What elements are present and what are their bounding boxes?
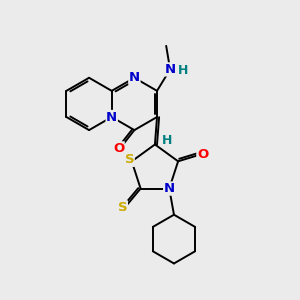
Text: S: S — [124, 153, 134, 166]
Text: S: S — [118, 201, 127, 214]
Text: O: O — [113, 142, 124, 155]
Text: O: O — [197, 148, 208, 161]
Text: H: H — [162, 134, 172, 147]
Text: H: H — [177, 64, 188, 77]
Text: N: N — [164, 182, 175, 195]
Text: N: N — [129, 71, 140, 84]
Text: N: N — [106, 110, 117, 124]
Text: N: N — [164, 63, 176, 76]
